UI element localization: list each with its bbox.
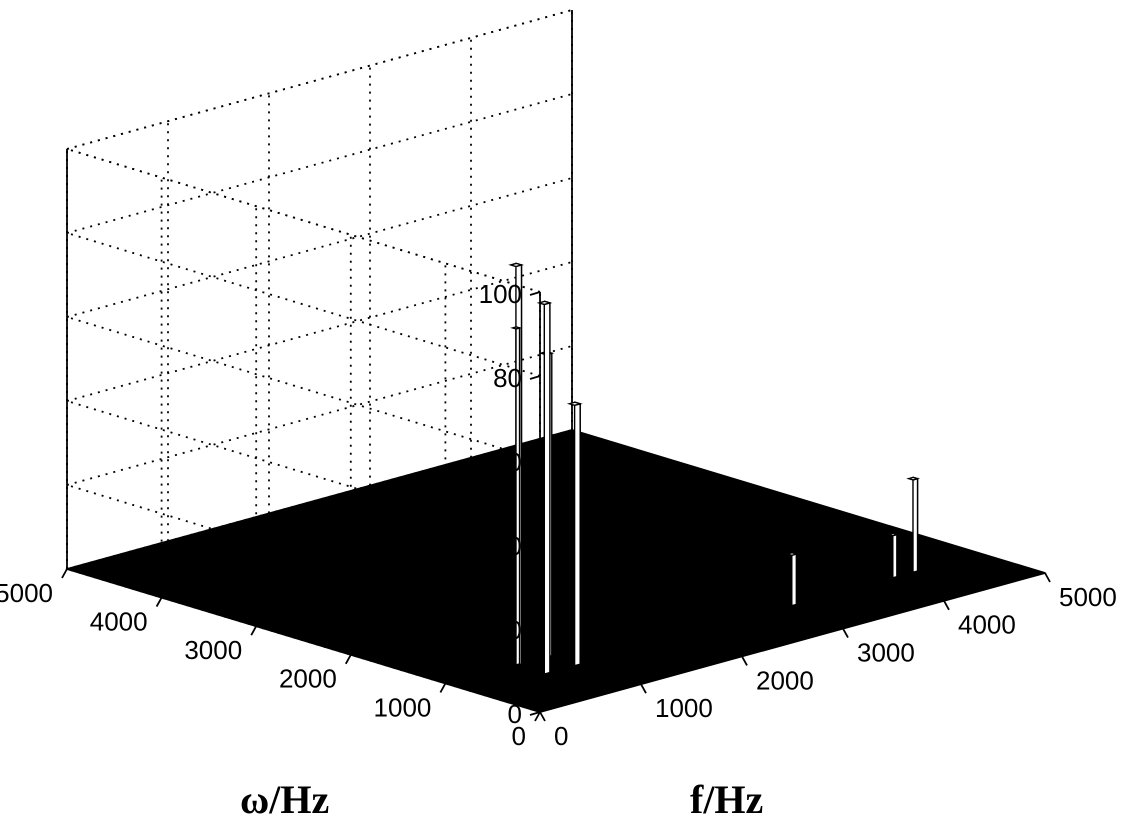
svg-text:3000: 3000 — [184, 635, 242, 665]
svg-text:0: 0 — [554, 721, 568, 751]
plot-stage: 0204060801000100020003000400050000100020… — [0, 0, 1123, 837]
svg-text:20: 20 — [493, 615, 522, 645]
svg-text:1000: 1000 — [655, 693, 713, 723]
svg-text:5000: 5000 — [1059, 582, 1117, 612]
svg-text:4000: 4000 — [90, 606, 148, 636]
svg-text:5000: 5000 — [0, 578, 53, 608]
y-axis-label: ω/Hz — [240, 776, 329, 823]
plot-svg: 0204060801000100020003000400050000100020… — [0, 0, 1123, 837]
svg-text:4000: 4000 — [958, 610, 1016, 640]
svg-text:100: 100 — [479, 279, 522, 309]
svg-text:3000: 3000 — [857, 637, 915, 667]
svg-text:40: 40 — [493, 531, 522, 561]
svg-text:2000: 2000 — [756, 665, 814, 695]
x-axis-label: f/Hz — [690, 776, 763, 823]
svg-text:2000: 2000 — [279, 664, 337, 694]
svg-text:80: 80 — [493, 363, 522, 393]
svg-text:1000: 1000 — [374, 692, 432, 722]
svg-text:60: 60 — [493, 447, 522, 477]
svg-text:0: 0 — [512, 721, 526, 751]
